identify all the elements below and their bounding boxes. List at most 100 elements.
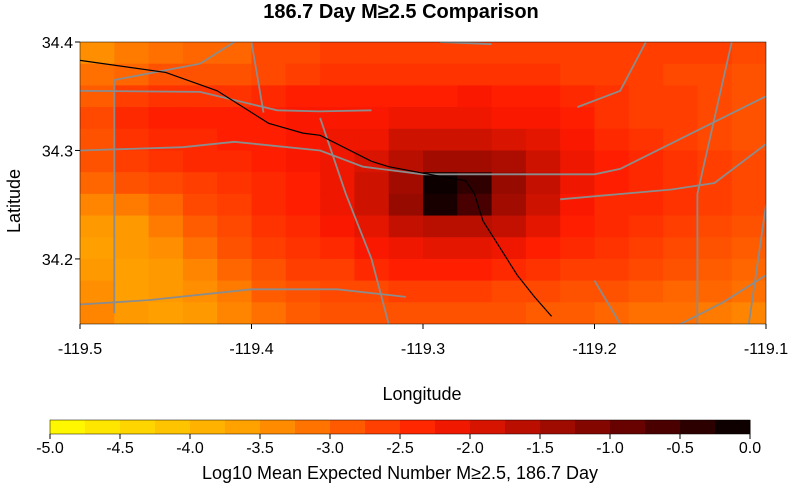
colorbar-swatch <box>505 420 541 434</box>
heatmap-cell <box>354 85 390 108</box>
heatmap-cell <box>525 237 561 260</box>
colorbar-swatch <box>155 420 191 434</box>
heatmap-cell <box>491 85 527 108</box>
heatmap-cell <box>320 280 355 303</box>
heatmap-cell <box>697 85 733 108</box>
heatmap-cell <box>457 85 493 108</box>
heatmap-cell <box>80 237 115 260</box>
heatmap-cell <box>731 128 766 152</box>
colorbar-swatch <box>680 420 716 434</box>
heatmap-cell <box>251 193 287 217</box>
heatmap-cell <box>492 324 527 346</box>
heatmap-cell <box>628 193 664 217</box>
colorbar-tick-label: -1.0 <box>596 440 624 457</box>
heatmap-cell <box>80 85 115 108</box>
heatmap-cell <box>217 258 253 282</box>
heatmap-cell <box>629 324 664 346</box>
heatmap-cell <box>697 237 733 260</box>
heatmap-cell <box>628 237 664 260</box>
heatmap-cell <box>526 324 561 346</box>
heatmap-cell <box>320 172 355 195</box>
heatmap-cell <box>320 150 355 173</box>
colorbar-swatch <box>540 420 576 434</box>
heatmap-cell <box>594 193 630 217</box>
heatmap-cell <box>457 107 493 130</box>
heatmap-cell <box>560 63 596 86</box>
heatmap-cell <box>354 280 390 303</box>
heatmap-cell <box>731 280 766 303</box>
heatmap-cell <box>423 193 458 217</box>
heatmap-cell <box>114 85 150 108</box>
fault-line <box>560 143 766 201</box>
heatmap-cell <box>525 42 561 65</box>
heatmap-cell <box>697 258 733 282</box>
heatmap-cell <box>663 324 698 346</box>
heatmap-cell <box>560 258 596 282</box>
heatmap-cell <box>594 42 630 65</box>
heatmap-cell <box>114 302 150 324</box>
heatmap-cell <box>594 237 630 260</box>
heatmap-cell <box>80 280 115 303</box>
heatmap-cell <box>354 324 389 346</box>
colorbar-swatch <box>330 420 366 434</box>
heatmap-cell <box>251 107 287 130</box>
fault-line <box>80 89 372 113</box>
heatmap-cell <box>354 42 390 65</box>
colorbar-swatch <box>225 420 261 434</box>
y-tick-label: 34.4 <box>42 35 73 52</box>
colorbar-tick-label: -3.5 <box>246 440 274 457</box>
x-tick-label: -119.1 <box>744 341 788 358</box>
heatmap-cell <box>285 215 321 238</box>
plot-area <box>79 41 767 346</box>
heatmap-cell <box>388 150 424 173</box>
heatmap-cell <box>114 280 150 303</box>
heatmap-cell <box>731 237 766 260</box>
heatmap-cell <box>663 107 698 130</box>
heatmap-cell <box>388 258 424 282</box>
heatmap-cell <box>731 85 766 108</box>
heatmap-cell <box>251 128 287 152</box>
heatmap-cell <box>285 237 321 260</box>
x-tick-label: -119.3 <box>401 341 445 358</box>
heatmap-cell <box>285 150 321 173</box>
fault-line <box>319 117 390 324</box>
colorbar-swatch <box>120 420 156 434</box>
heatmap-cell <box>148 85 184 108</box>
heatmap-cell <box>251 258 287 282</box>
colorbar-swatch <box>575 420 611 434</box>
heatmap-cell <box>731 215 766 238</box>
x-axis-label: Longitude <box>382 384 461 404</box>
heatmap-cell <box>423 215 458 238</box>
heatmap-cell <box>320 107 355 130</box>
heatmap-cell <box>182 237 218 260</box>
heatmap-cell <box>525 258 561 282</box>
heatmap-cell <box>457 302 493 324</box>
fault-line <box>696 42 733 324</box>
heatmap-cell <box>114 237 150 260</box>
heatmap-cell <box>182 258 218 282</box>
heatmap-cell <box>354 128 390 152</box>
heatmap-cell <box>663 237 698 260</box>
heatmap-cell <box>217 237 253 260</box>
heatmap-cell <box>114 324 149 346</box>
colorbar-label: Log10 Mean Expected Number M≥2.5, 186.7 … <box>202 463 598 483</box>
fault-line <box>440 42 492 46</box>
heatmap-cell <box>285 302 321 324</box>
heatmap-cell <box>320 215 355 238</box>
heatmap-cell <box>697 280 733 303</box>
heatmap-cell <box>594 85 630 108</box>
heatmap-cell <box>628 42 664 65</box>
heatmap-cell <box>663 193 698 217</box>
heatmap-cell <box>491 302 527 324</box>
colorbar-tick-label: -1.5 <box>526 440 554 457</box>
heatmap-cell <box>663 150 698 173</box>
heatmap-cell <box>320 258 355 282</box>
heatmap-cell <box>457 42 493 65</box>
heatmap-cell <box>423 107 458 130</box>
heatmap-cell <box>628 280 664 303</box>
heatmap-cell <box>663 258 698 282</box>
heatmap-cell <box>525 215 561 238</box>
heatmap-cell <box>491 63 527 86</box>
heatmap-cell <box>80 172 115 195</box>
heatmap-cell <box>663 85 698 108</box>
